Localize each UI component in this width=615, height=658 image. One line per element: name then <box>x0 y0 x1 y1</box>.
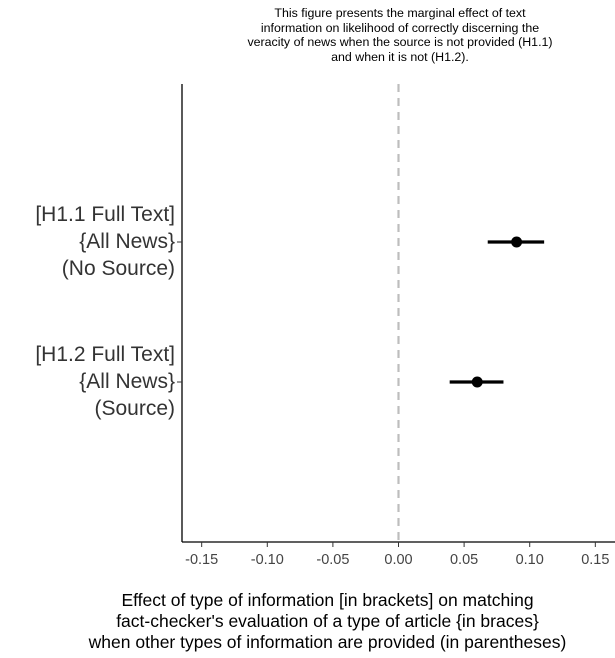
x-axis-label-line: Effect of type of information [in bracke… <box>121 590 534 610</box>
y-category-label-line: [H1.2 Full Text] <box>35 343 175 366</box>
x-tick-label: 0.00 <box>384 552 412 568</box>
chart-title-line: This figure presents the marginal effect… <box>274 6 526 20</box>
chart-title: This figure presents the marginal effect… <box>185 6 615 64</box>
point-estimate <box>471 376 483 388</box>
y-category-label: [H1.1 Full Text] {All News} (No Source) <box>35 201 175 282</box>
x-axis-label-line: fact-checker's evaluation of a type of a… <box>116 611 539 631</box>
x-axis-label: Effect of type of information [in bracke… <box>40 590 615 653</box>
x-tick-label: 0.10 <box>516 552 544 568</box>
y-category-label-line: {All News} <box>79 370 175 393</box>
chart-title-line: and when it is not (H1.2). <box>331 49 469 64</box>
x-tick-label: 0.05 <box>450 552 478 568</box>
y-category-label-line: {All News} <box>79 230 175 253</box>
x-tick-label: -0.10 <box>251 552 284 568</box>
y-category-label: [H1.2 Full Text] {All News} (Source) <box>35 341 175 422</box>
y-category-label-line: (No Source) <box>61 257 175 280</box>
x-tick-label: 0.15 <box>581 552 609 568</box>
y-category-label-line: [H1.1 Full Text] <box>35 203 175 226</box>
chart-title-line: information on likelihood of correctly d… <box>260 20 540 35</box>
y-category-label-line: (Source) <box>94 397 175 420</box>
x-tick-label: -0.15 <box>185 552 218 568</box>
x-tick-label: -0.05 <box>316 552 349 568</box>
point-estimate <box>511 236 523 248</box>
x-axis-label-line: when other types of information are prov… <box>88 632 567 652</box>
chart-title-line: veracity of news when the source is not … <box>247 35 553 49</box>
